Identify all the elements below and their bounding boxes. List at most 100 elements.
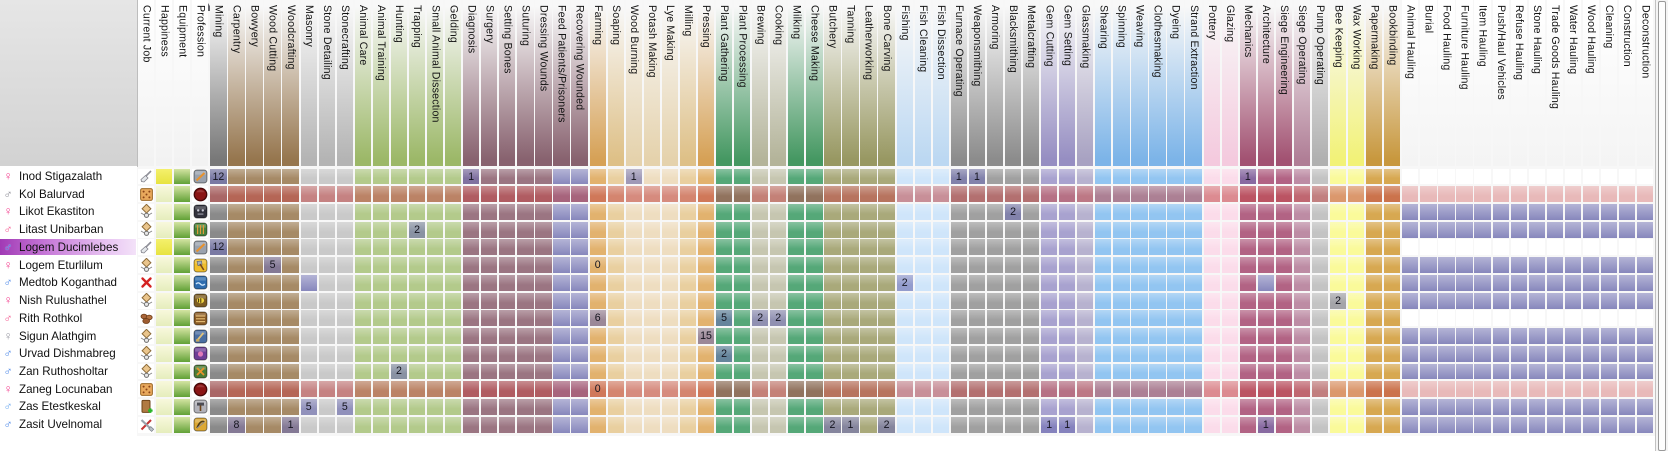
labor-cell[interactable] [264,204,281,220]
labor-cell[interactable] [1366,274,1383,291]
labor-cell[interactable] [445,168,462,185]
labor-cell[interactable] [1456,292,1473,309]
labor-cell[interactable] [336,363,353,380]
labor-cell[interactable] [752,328,769,344]
labor-cell[interactable] [733,274,751,291]
labor-cell[interactable] [968,239,986,256]
labor-skill-cell[interactable]: 0 [589,257,606,274]
labor-cell[interactable] [1546,310,1563,327]
labor-cell[interactable] [246,239,263,256]
header-milling[interactable]: Milling [679,0,697,166]
labor-cell[interactable] [607,221,624,238]
labor-cell[interactable] [1564,416,1582,433]
header-setting-bones[interactable]: Setting Bones [499,0,516,166]
labor-cell[interactable] [752,398,769,415]
labor-cell[interactable] [300,257,317,274]
labor-cell[interactable] [1221,239,1238,256]
labor-cell[interactable] [643,398,660,415]
labor-cell[interactable] [372,398,390,415]
labor-cell[interactable] [1348,274,1365,291]
labor-cell[interactable] [1636,204,1654,220]
labor-cell[interactable] [1456,221,1473,238]
labor-cell[interactable] [1636,381,1654,398]
labor-cell[interactable] [463,292,480,309]
labor-cell[interactable] [246,292,263,309]
header-small-animal-dissection[interactable]: Small Animal Dissection [426,0,444,166]
labor-cell[interactable] [300,239,317,256]
labor-cell[interactable] [1420,363,1437,380]
labor-cell[interactable] [553,221,570,238]
labor-cell[interactable] [318,168,335,185]
labor-cell[interactable] [499,186,516,203]
labor-cell[interactable] [697,221,715,238]
labor-cell[interactable] [390,274,408,291]
labor-cell[interactable] [354,345,372,362]
labor-cell[interactable] [1402,310,1419,327]
labor-cell[interactable] [1203,221,1220,238]
labor-cell[interactable] [336,310,353,327]
labor-cell[interactable] [896,416,913,433]
labor-skill-cell[interactable]: 1 [968,168,986,185]
labor-cell[interactable] [950,363,967,380]
labor-cell[interactable] [1474,310,1491,327]
labor-cell[interactable] [372,363,390,380]
labor-skill-cell[interactable]: 1 [463,168,480,185]
labor-cell[interactable] [318,328,335,344]
labor-cell[interactable] [1095,381,1112,398]
labor-cell[interactable] [733,257,751,274]
labor-cell[interactable] [210,186,227,203]
labor-cell[interactable] [1384,292,1401,309]
labor-cell[interactable] [1257,221,1275,238]
labor-cell[interactable] [517,168,534,185]
labor-cell[interactable] [878,381,895,398]
labor-cell[interactable] [1203,239,1220,256]
labor-cell[interactable] [336,239,353,256]
labor-cell[interactable] [733,345,751,362]
labor-cell[interactable] [1456,310,1473,327]
labor-cell[interactable] [1185,363,1202,380]
labor-cell[interactable] [228,257,245,274]
labor-cell[interactable] [1041,274,1058,291]
labor-cell[interactable] [770,416,787,433]
labor-cell[interactable] [1438,345,1455,362]
labor-cell[interactable] [1492,221,1509,238]
labor-cell[interactable] [1420,221,1437,238]
labor-cell[interactable] [968,221,986,238]
labor-cell[interactable] [463,204,480,220]
labor-cell[interactable] [1203,257,1220,274]
header-water-hauling[interactable]: Water Hauling [1564,0,1582,166]
labor-cell[interactable] [914,363,931,380]
labor-cell[interactable] [1402,292,1419,309]
labor-cell[interactable] [1528,292,1545,309]
labor-cell[interactable] [336,204,353,220]
labor-cell[interactable] [300,345,317,362]
labor-cell[interactable] [842,345,859,362]
labor-cell[interactable] [1077,310,1094,327]
labor-cell[interactable] [896,239,913,256]
labor-cell[interactable] [1275,204,1293,220]
labor-cell[interactable] [1311,204,1329,220]
labor-skill-cell[interactable]: 2 [896,274,913,291]
labor-cell[interactable] [770,168,787,185]
labor-cell[interactable] [300,416,317,433]
labor-cell[interactable] [1438,398,1455,415]
labor-cell[interactable] [354,381,372,398]
labor-cell[interactable] [336,168,353,185]
labor-cell[interactable] [390,168,408,185]
labor-cell[interactable] [1600,416,1618,433]
labor-cell[interactable] [553,416,570,433]
labor-cell[interactable] [1564,328,1582,344]
labor-cell[interactable] [733,168,751,185]
labor-cell[interactable] [607,310,624,327]
labor-cell[interactable] [1329,257,1347,274]
labor-cell[interactable] [1384,363,1401,380]
labor-cell[interactable] [499,204,516,220]
labor-cell[interactable] [986,381,1004,398]
labor-cell[interactable] [770,292,787,309]
labor-cell[interactable] [1095,292,1112,309]
labor-cell[interactable] [300,221,317,238]
labor-cell[interactable] [463,257,480,274]
labor-cell[interactable] [1438,292,1455,309]
header-brewing[interactable]: Brewing [752,0,769,166]
labor-cell[interactable] [1618,257,1636,274]
